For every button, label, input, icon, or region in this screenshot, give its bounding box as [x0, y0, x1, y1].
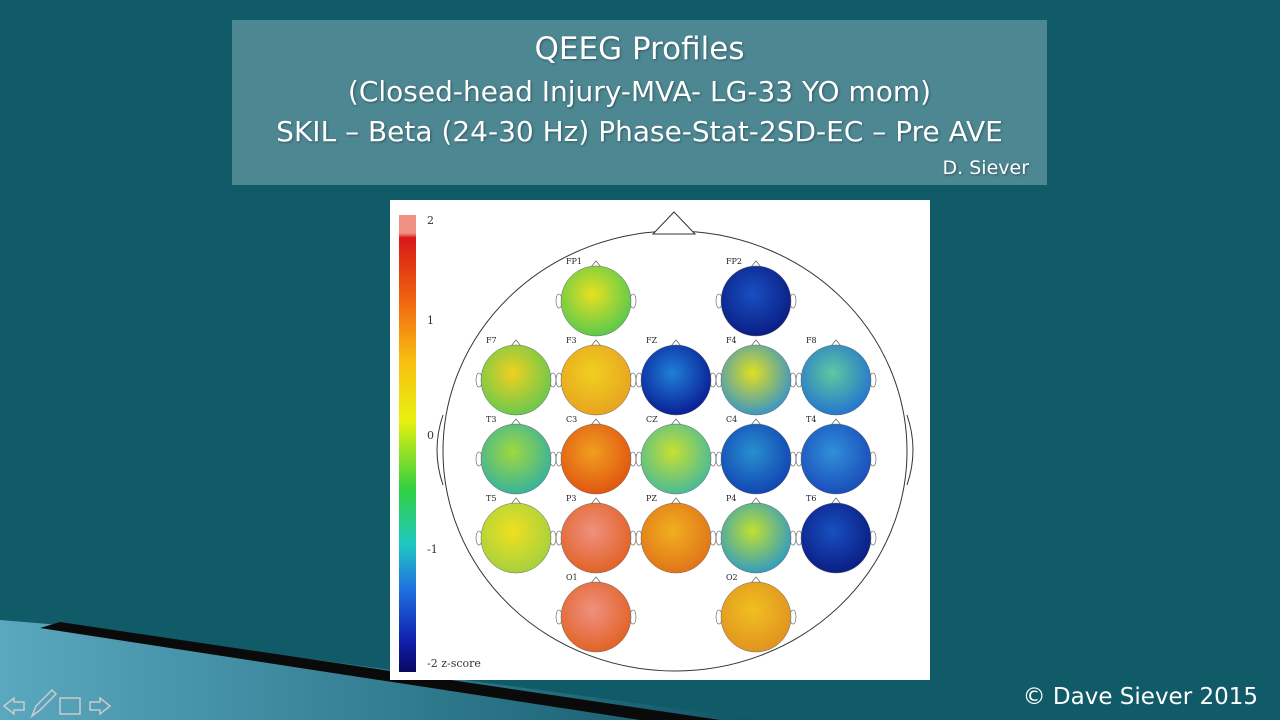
- head-map: [640, 423, 712, 495]
- electrode-label: FP1: [566, 257, 582, 266]
- head-map: [640, 344, 712, 416]
- head-map: [640, 502, 712, 574]
- electrode-label: FP2: [726, 257, 742, 266]
- head-map: [800, 423, 872, 495]
- head-map: [480, 344, 552, 416]
- electrode-label: C4: [726, 415, 737, 424]
- colorbar: [399, 215, 416, 672]
- head-map: [560, 502, 632, 574]
- electrode-label: F3: [566, 336, 577, 345]
- electrode-label: P4: [726, 494, 736, 503]
- ear: [436, 414, 444, 486]
- scale-label: -2 z-score: [427, 657, 481, 670]
- subtitle: SKIL – Beta (24-30 Hz) Phase-Stat-2SD-EC…: [276, 115, 1003, 148]
- head-map: [560, 344, 632, 416]
- head-map: [480, 502, 552, 574]
- electrode-label: C3: [566, 415, 577, 424]
- nose: [651, 211, 697, 235]
- electrode-label: F7: [486, 336, 497, 345]
- electrode-label: T3: [486, 415, 496, 424]
- head-map: [560, 265, 632, 337]
- author: D. Siever: [942, 157, 1029, 179]
- title: QEEG Profiles: [534, 31, 745, 67]
- head-map: [720, 502, 792, 574]
- head-map: [480, 423, 552, 495]
- head-map: [560, 423, 632, 495]
- head-map: [720, 265, 792, 337]
- electrode-label: O2: [726, 573, 738, 582]
- nav-icons[interactable]: [2, 688, 112, 719]
- subtitle: (Closed-head Injury-MVA- LG-33 YO mom): [347, 75, 932, 108]
- title-box: QEEG Profiles (Closed-head Injury-MVA- L…: [232, 20, 1047, 185]
- head-map: [720, 581, 792, 653]
- scale-label: 2: [427, 214, 434, 227]
- head-map: [800, 502, 872, 574]
- electrode-label: FZ: [646, 336, 658, 345]
- electrode-label: PZ: [646, 494, 657, 503]
- swoosh-dark: [40, 622, 720, 720]
- scale-label: 1: [427, 314, 434, 327]
- head-map: [720, 423, 792, 495]
- footer: © Dave Siever 2015: [1022, 684, 1258, 710]
- electrode-label: T6: [806, 494, 816, 503]
- electrode-label: F8: [806, 336, 817, 345]
- head-map: [800, 344, 872, 416]
- electrode-label: O1: [566, 573, 578, 582]
- electrode-label: T5: [486, 494, 496, 503]
- electrode-label: T4: [806, 415, 816, 424]
- head-map: [560, 581, 632, 653]
- scale-label: 0: [427, 429, 434, 442]
- scale-label: -1: [427, 543, 438, 556]
- head-map: [720, 344, 792, 416]
- electrode-label: F4: [726, 336, 737, 345]
- electrode-label: P3: [566, 494, 576, 503]
- ear: [906, 414, 914, 486]
- electrode-label: CZ: [646, 415, 658, 424]
